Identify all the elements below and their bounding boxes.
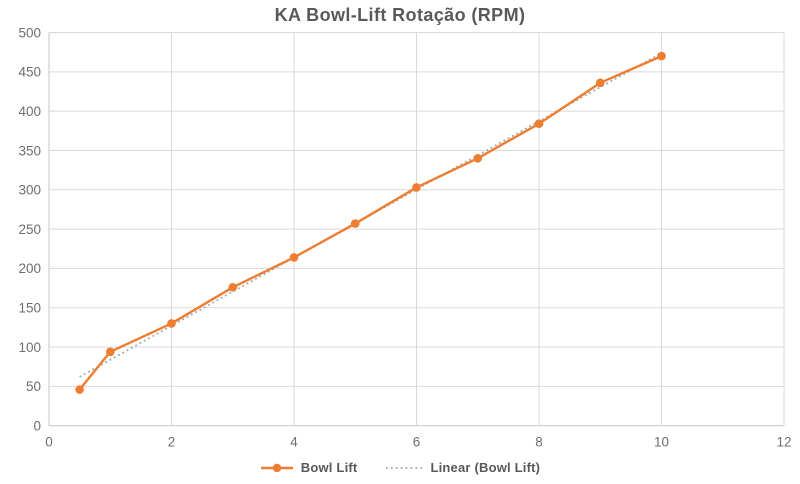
legend-label-bowl-lift: Bowl Lift <box>300 460 358 475</box>
svg-text:250: 250 <box>18 222 41 237</box>
svg-text:200: 200 <box>18 261 41 276</box>
svg-text:150: 150 <box>18 301 41 316</box>
svg-text:10: 10 <box>654 435 669 450</box>
linear-trendline-swatch-icon <box>386 466 423 469</box>
svg-text:6: 6 <box>413 435 421 450</box>
svg-text:500: 500 <box>18 25 41 40</box>
svg-text:300: 300 <box>18 183 41 198</box>
svg-text:50: 50 <box>26 379 41 394</box>
svg-text:8: 8 <box>535 435 543 450</box>
svg-text:400: 400 <box>18 104 41 119</box>
legend-item-linear-trendline: Linear (Bowl Lift) <box>385 460 540 475</box>
legend: Bowl Lift Linear (Bowl Lift) <box>0 460 800 475</box>
svg-text:0: 0 <box>33 419 41 434</box>
chart-title: KA Bowl-Lift Rotação (RPM) <box>274 5 526 25</box>
svg-text:12: 12 <box>776 435 791 450</box>
svg-text:350: 350 <box>18 143 41 158</box>
svg-text:4: 4 <box>290 435 298 450</box>
svg-text:2: 2 <box>168 435 176 450</box>
legend-label-linear-trendline: Linear (Bowl Lift) <box>430 460 541 475</box>
legend-item-bowl-lift: Bowl Lift <box>260 460 358 475</box>
svg-text:0: 0 <box>45 435 53 450</box>
bowl-lift-series-swatch-icon <box>260 463 293 472</box>
svg-text:100: 100 <box>18 340 41 355</box>
svg-text:450: 450 <box>18 65 41 80</box>
